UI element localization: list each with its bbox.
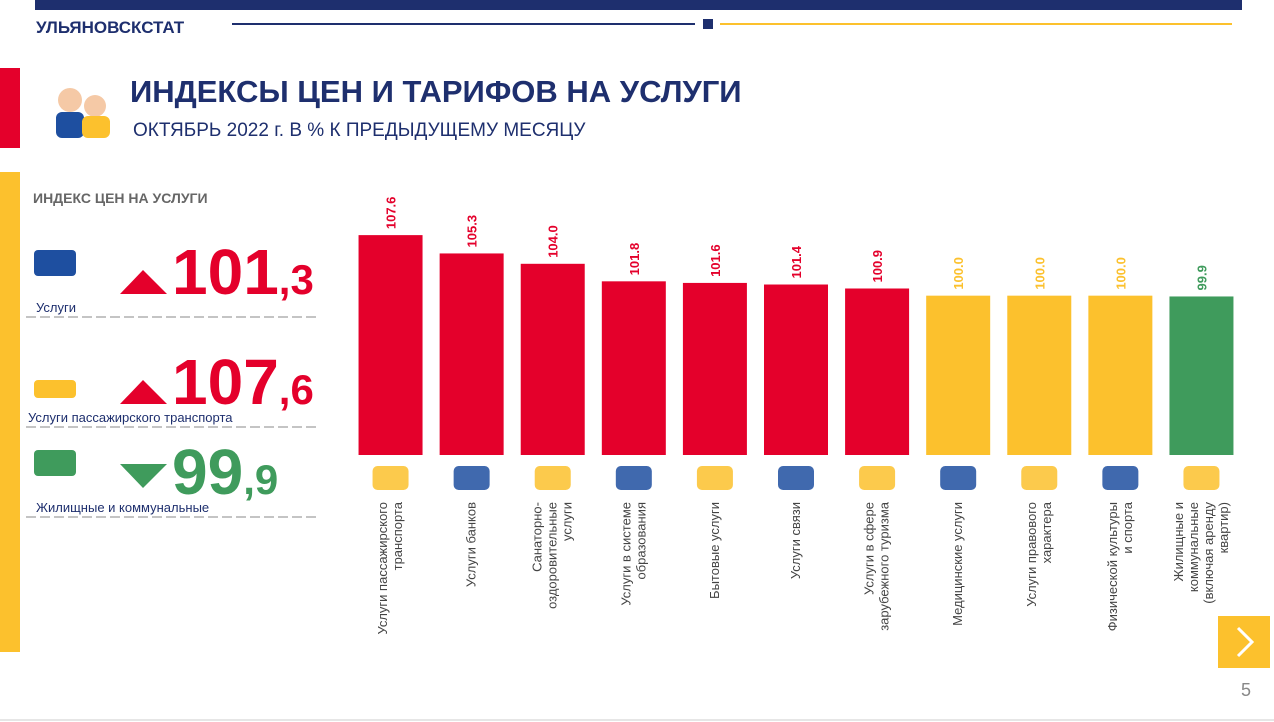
indicator-value: 107,6 (172, 346, 314, 418)
x-tick-label: Услуги банков (464, 502, 479, 587)
category-icon (696, 466, 733, 490)
category-icon (940, 466, 977, 490)
icon (34, 380, 76, 398)
accent-bar (0, 68, 20, 148)
trend-arrow (120, 464, 167, 488)
top-band (35, 0, 1242, 10)
value-label: 104.0 (546, 225, 561, 258)
bar (601, 281, 666, 455)
bar (682, 282, 747, 455)
x-tick-label: Услуги в сферезарубежного туризма (862, 501, 892, 631)
indicator-label: Услуги (36, 300, 76, 315)
bar (926, 295, 991, 455)
value-label: 100.0 (1032, 257, 1047, 290)
accent-bar (0, 172, 20, 652)
next-button[interactable] (1218, 616, 1270, 668)
value-label: 100.0 (1113, 257, 1128, 290)
x-tick-label: Жилищные икоммунальные(включая арендуква… (1171, 502, 1231, 604)
panel: Услуги 101,3 Услуги пассажирского транспор… (26, 236, 320, 518)
x-tick-label: Медицинские услуги (950, 502, 965, 626)
value-label: 105.3 (465, 215, 480, 248)
page-number: 5 (1241, 680, 1251, 700)
category-icon (1183, 466, 1220, 490)
icon (34, 450, 76, 476)
next-arrow[interactable] (1236, 626, 1255, 658)
subtitle: ОКТЯБРЬ 2022 г. В % К ПРЕДЫДУЩЕМУ МЕСЯЦУ (133, 120, 586, 141)
x-tick-label: Физической культурыи спорта (1105, 501, 1135, 631)
category-icon (372, 466, 409, 490)
category-icon (778, 466, 814, 490)
category-icon (453, 466, 490, 490)
value-label: 107.6 (384, 197, 399, 230)
title-icon (56, 88, 110, 138)
value-label: 101.6 (708, 244, 723, 277)
bar (439, 253, 504, 455)
x-tick-label: Услуги в системеобразования (618, 502, 648, 606)
indicator-value: 101,3 (172, 236, 314, 308)
icon (34, 250, 76, 276)
value-label: 99.9 (1194, 265, 1209, 290)
bar (1169, 296, 1234, 455)
x-tick-label: Услуги связи (788, 502, 803, 579)
value-label: 101.4 (789, 245, 804, 278)
bar (845, 288, 910, 455)
org-name: УЛЬЯНОВСКСТАТ (36, 18, 185, 37)
value-label: 100.9 (870, 250, 885, 283)
x-tick-label: Бытовые услуги (707, 502, 722, 599)
category-icon (534, 466, 571, 490)
category-icon (615, 466, 652, 490)
bar (520, 263, 585, 455)
bar (1007, 295, 1072, 455)
category-icon (859, 466, 896, 490)
trend-arrow (120, 270, 167, 294)
value-label: 100.0 (951, 257, 966, 290)
category-icon (1021, 466, 1058, 490)
indicator-value: 99,9 (172, 436, 278, 508)
title: ИНДЕКСЫ ЦЕН И ТАРИФОВ НА УСЛУГИ (130, 74, 742, 109)
indicator-label: Услуги пассажирского транспорта (28, 410, 233, 425)
category-icon (1102, 466, 1139, 490)
bar (764, 284, 828, 455)
x-tick-label: Санаторно-оздоровительныеуслуги (530, 502, 575, 609)
chart: 107.6 Услуги пассажирскоготранспорта 105.3… (358, 197, 1234, 635)
x-tick-label: Услуги правовогохарактера (1024, 501, 1054, 607)
bar (358, 235, 423, 455)
panel-heading: ИНДЕКС ЦЕН НА УСЛУГИ (33, 190, 208, 206)
x-tick-label: Услуги пассажирскоготранспорта (375, 501, 405, 634)
bar (1088, 295, 1153, 455)
indicator-label: Жилищные и коммунальные (36, 500, 209, 515)
trend-arrow (120, 380, 167, 404)
value-label: 101.8 (627, 243, 642, 276)
rule-square (703, 19, 713, 29)
